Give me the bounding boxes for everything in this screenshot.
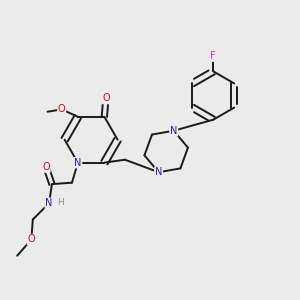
Text: O: O <box>58 104 65 114</box>
Text: O: O <box>28 235 35 244</box>
Text: H: H <box>57 198 64 207</box>
Text: O: O <box>42 162 50 172</box>
Text: O: O <box>102 94 110 103</box>
Text: N: N <box>170 126 177 136</box>
Text: N: N <box>45 198 53 208</box>
Text: F: F <box>211 51 216 61</box>
Text: N: N <box>155 167 162 177</box>
Text: N: N <box>74 158 82 168</box>
